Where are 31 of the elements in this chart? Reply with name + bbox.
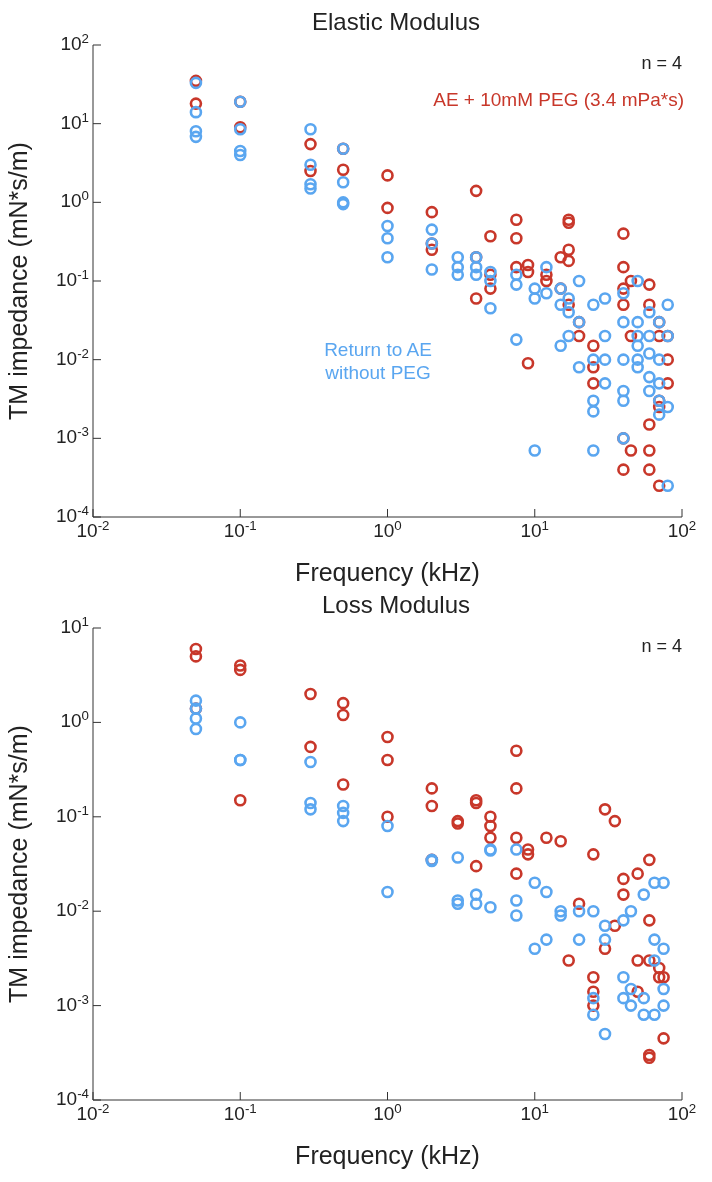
y-tick-label: 10$^{1}$: [60, 109, 89, 133]
y-tick-label: 10$^{2}$: [60, 30, 89, 54]
y-tick-label: 10$^{-3}$: [56, 423, 89, 448]
x-axis-title: Frequency (kHz): [295, 558, 480, 586]
x-axis-title: Frequency (kHz): [295, 1141, 480, 1169]
x-tick-label: 10$^{0}$: [373, 517, 402, 541]
x-tick-label: 10$^{-2}$: [76, 517, 110, 541]
text: Return to AE without PEG: [323, 338, 433, 384]
y-tick-label: 10$^{1}$: [60, 613, 89, 637]
chart-title: Elastic Modulus: [311, 8, 481, 35]
y-axis-title: TM impedance (mN*s/m): [3, 725, 32, 1003]
x-tick-label: 10$^{-1}$: [223, 517, 257, 541]
x-tick-label: 10$^{0}$: [373, 1100, 402, 1124]
y-tick-label: 10$^{-1}$: [56, 802, 89, 826]
y-tick-label: 10$^{-2}$: [56, 345, 89, 369]
y-tick-label: 10$^{0}$: [60, 707, 89, 732]
x-tick-label: 10$^{2}$: [667, 1100, 697, 1124]
x-tick-label: 10$^{-1}$: [223, 1100, 257, 1124]
y-axis-title: TM impedance (mN*s/m): [3, 142, 32, 420]
text: AE + 10mM PEG (3.4 mPa*s): [433, 88, 684, 111]
y-tick-label: 10$^{-1}$: [56, 266, 89, 290]
x-tick-label: 10$^{-2}$: [76, 1100, 110, 1124]
y-tick-label: 10$^{0}$: [60, 187, 89, 212]
y-tick-label: 10$^{-3}$: [56, 991, 89, 1015]
annotation: n = 4: [641, 636, 682, 657]
annotation: n = 4: [641, 53, 682, 74]
x-tick-label: 10$^{1}$: [520, 517, 550, 541]
chart-title: Loss Modulus: [321, 591, 471, 618]
y-tick-label: 10$^{-2}$: [56, 896, 89, 921]
x-tick-label: 10$^{2}$: [667, 517, 697, 541]
x-tick-label: 10$^{1}$: [520, 1100, 550, 1124]
